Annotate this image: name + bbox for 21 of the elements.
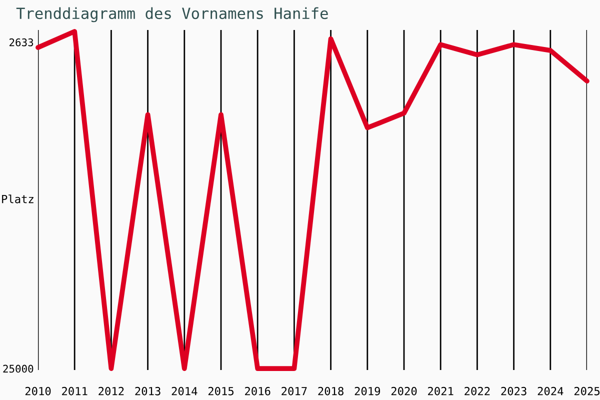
x-tick-label: 2011 <box>62 386 88 396</box>
chart-title: Trenddiagramm des Vornamens Hanife <box>16 7 328 22</box>
y-axis-title: Platz <box>2 194 34 204</box>
x-tick-label: 2017 <box>282 386 307 396</box>
x-tick-label: 2013 <box>135 386 160 396</box>
x-tick-label: 2020 <box>391 386 417 396</box>
x-tick-label: 2012 <box>98 386 124 396</box>
line-series <box>36 29 590 371</box>
x-tick-label: 2024 <box>538 386 564 396</box>
y-tick-label: 2633 <box>10 38 34 46</box>
x-tick-label: 2014 <box>172 386 198 396</box>
x-tick-label: 2010 <box>25 386 51 396</box>
x-tick-label: 2018 <box>318 386 344 396</box>
x-tick-label: 2019 <box>354 386 380 396</box>
x-tick-label: 2023 <box>501 386 526 396</box>
x-tick-label: 2025 <box>574 386 600 396</box>
y-tick-label: 25000 <box>3 364 34 373</box>
x-tick-label: 2022 <box>464 386 490 396</box>
x-tick-label: 2016 <box>245 386 270 396</box>
x-tick-label: 2021 <box>428 386 454 396</box>
x-tick-label: 2015 <box>208 386 234 396</box>
